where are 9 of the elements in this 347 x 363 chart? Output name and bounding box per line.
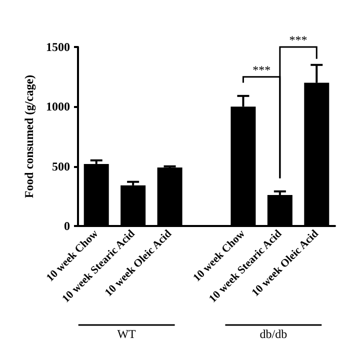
- y-tick-label: 500: [52, 159, 70, 174]
- text: ***: [289, 33, 308, 47]
- annotation: ***: [252, 62, 271, 77]
- y-tick-label: 1000: [46, 100, 70, 114]
- text: WT: [117, 326, 137, 341]
- y-axis-title: Food consumed (g/cage): [22, 74, 36, 198]
- y-tick-label: 0: [64, 219, 70, 233]
- text: db/db: [260, 326, 288, 341]
- y-tick-label: 1500: [46, 40, 70, 54]
